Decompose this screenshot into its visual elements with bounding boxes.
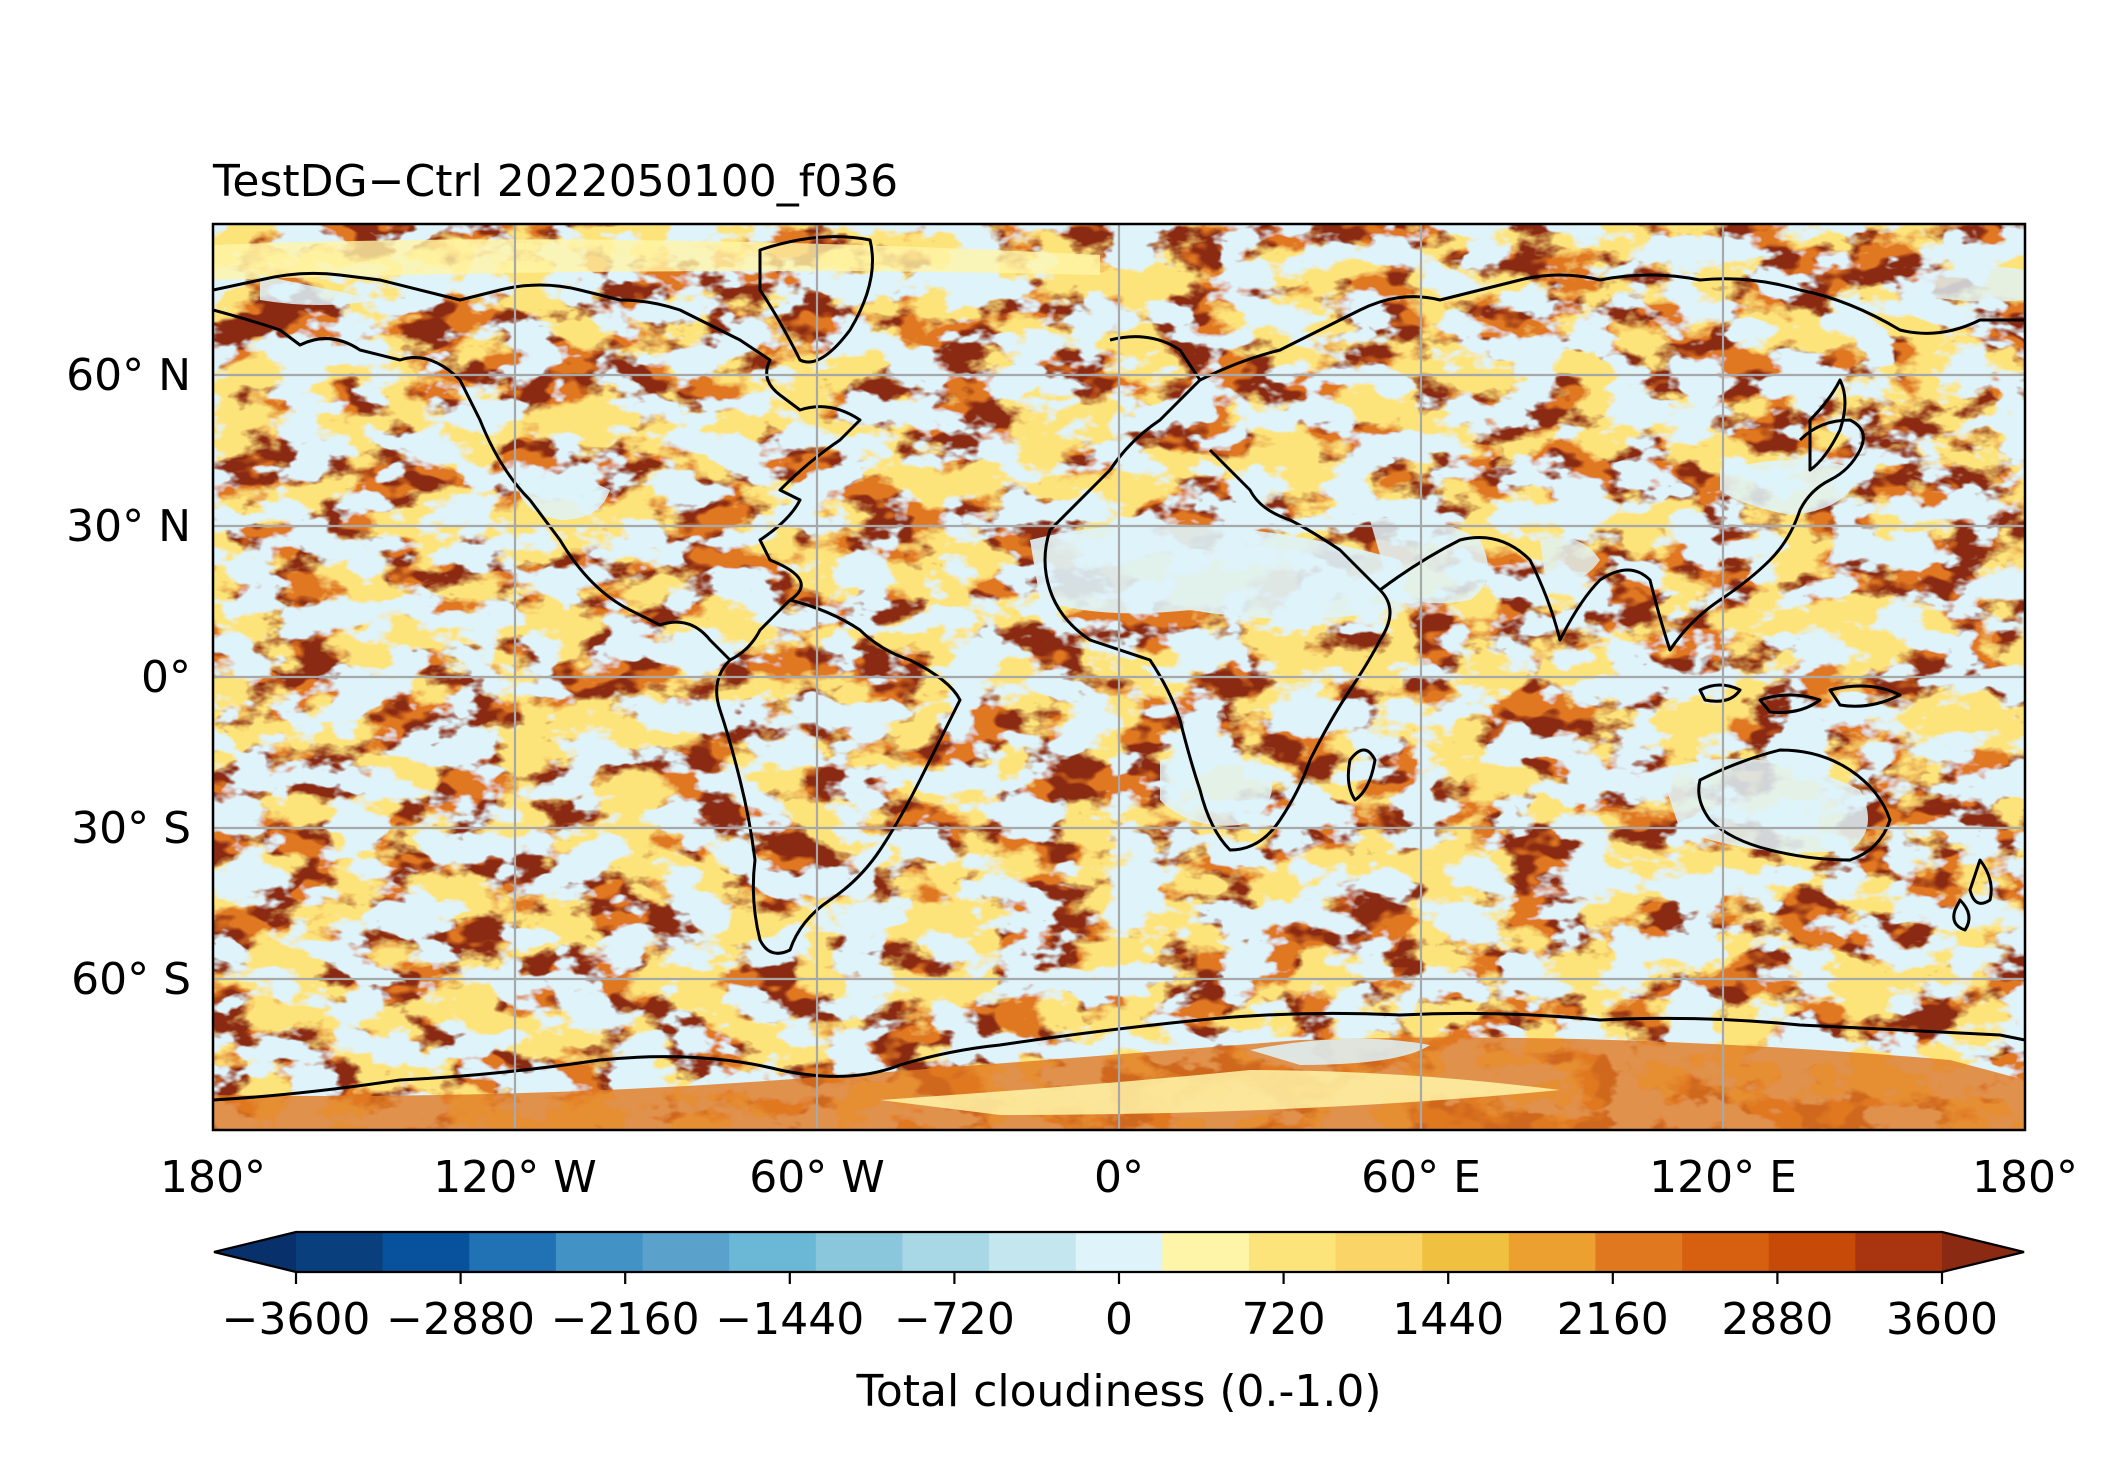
colorbar-bin (1162, 1232, 1250, 1272)
latitude-tick-label: 60° N (66, 350, 191, 401)
longitude-tick-label: 60° W (749, 1152, 884, 1203)
colorbar-tick-label: 1440 (1392, 1294, 1504, 1345)
colorbar-bin (1335, 1232, 1423, 1272)
colorbar-bin (382, 1232, 470, 1272)
latitude-tick-label: 0° (141, 652, 191, 703)
colorbar-tick-label: 2880 (1721, 1294, 1833, 1345)
longitude-tick-label: 120° W (433, 1152, 596, 1203)
colorbar-label: Total cloudiness (0.-1.0) (855, 1366, 1381, 1417)
colorbar-bin (1422, 1232, 1510, 1272)
colorbar-bin (815, 1232, 904, 1272)
colorbar-tick-label: −1440 (715, 1294, 864, 1345)
colorbar-tick-label: 0 (1105, 1294, 1133, 1345)
colorbar-bin (989, 1232, 1077, 1272)
colorbar-bin (1768, 1232, 1856, 1272)
colorbar-bin (902, 1232, 990, 1272)
latitude-tick-label: 60° S (71, 954, 191, 1005)
map-frame (211, 222, 2027, 1132)
colorbar-bin (1682, 1232, 1770, 1272)
longitude-tick-labels: 180° 120° W 60° W 0° 60° E 120° E 180° (160, 1152, 2078, 1203)
longitude-tick-label: 180° (1972, 1152, 2078, 1203)
map-title: TestDG−Ctrl 2022050100_f036 (212, 156, 898, 207)
colorbar-bin (555, 1232, 644, 1272)
colorbar-bin (1855, 1232, 1943, 1272)
colorbar-bin (469, 1232, 557, 1272)
colorbar-tick-label: −3600 (222, 1294, 371, 1345)
longitude-tick-label: 60° E (1361, 1152, 1481, 1203)
longitude-tick-label: 180° (160, 1152, 266, 1203)
colorbar: −3600 −2880 −2160 −1440 −720 0 720 1440 2160 2880… (213, 1230, 2025, 1345)
latitude-tick-label: 30° S (71, 803, 191, 854)
longitude-tick-label: 0° (1094, 1152, 1144, 1203)
colorbar-bin (1075, 1232, 1163, 1272)
latitude-tick-labels: 60° N 30° N 0° 30° S 60° S (66, 350, 191, 1005)
colorbar-bin (642, 1232, 730, 1272)
colorbar-tick-label: 2160 (1557, 1294, 1669, 1345)
colorbar-bin (729, 1232, 817, 1272)
colorbar-tick-label: 3600 (1886, 1294, 1998, 1345)
gridlines (213, 224, 2025, 1130)
longitude-tick-label: 120° E (1649, 1152, 1797, 1203)
colorbar-tick-label: −720 (894, 1294, 1015, 1345)
colorbar-tick-label: −2880 (386, 1294, 535, 1345)
colorbar-bin (1248, 1232, 1337, 1272)
map-panel (213, 224, 2025, 1130)
colorbar-tick-label: −2160 (551, 1294, 700, 1345)
colorbar-tick-label: 720 (1242, 1294, 1326, 1345)
colorbar-extend-min (214, 1232, 296, 1272)
coastlines (213, 235, 2025, 1102)
latitude-tick-label: 30° N (66, 501, 191, 552)
colorbar-extend-max (1942, 1232, 2024, 1272)
colorbar-bin (1595, 1232, 1683, 1272)
colorbar-bin (1508, 1232, 1597, 1272)
colorbar-bin (296, 1232, 384, 1272)
